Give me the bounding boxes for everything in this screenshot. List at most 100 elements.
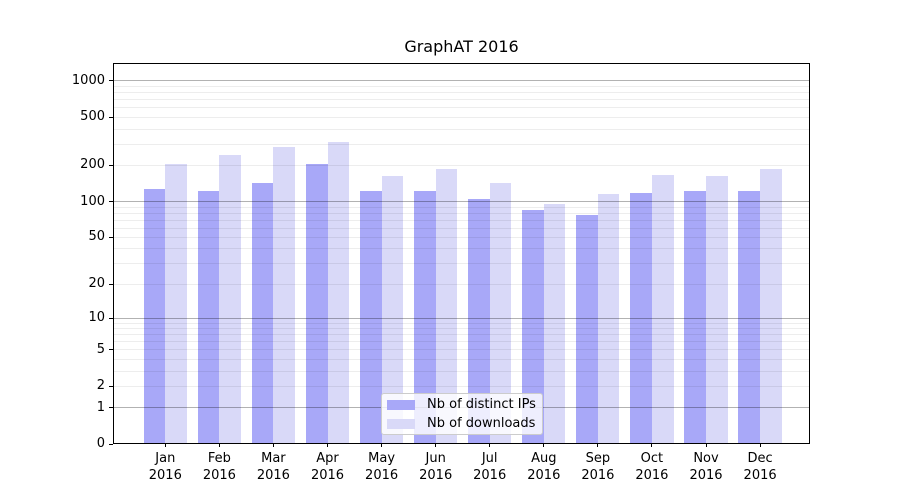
y-tick-label: 5 <box>96 341 105 357</box>
gridline-minor <box>114 334 809 336</box>
bar-downloads <box>706 176 728 443</box>
bar-downloads <box>597 193 620 443</box>
gridline-minor <box>114 227 809 229</box>
legend-label: Nb of distinct IPs <box>427 397 536 412</box>
x-tick-mark <box>489 443 491 447</box>
y-tick-label: 500 <box>80 109 105 125</box>
gridline-minor <box>114 349 809 351</box>
x-tick-label: Oct 2016 <box>635 451 669 483</box>
gridline-major <box>114 201 809 202</box>
gridline-minor <box>114 322 809 324</box>
y-tick-mark <box>109 317 113 319</box>
x-tick-label: Dec 2016 <box>743 451 777 483</box>
bar-ips <box>684 191 706 443</box>
x-tick-label: Aug 2016 <box>527 451 561 483</box>
gridline-minor <box>114 328 809 329</box>
y-tick-label: 10 <box>88 310 105 325</box>
legend-swatch-downloads <box>387 418 415 429</box>
y-tick-mark <box>109 201 113 202</box>
bar-downloads <box>219 155 241 443</box>
x-tick-label: Jan 2016 <box>148 451 182 483</box>
x-tick-label: Nov 2016 <box>689 451 723 483</box>
gridline-major <box>114 80 809 82</box>
x-tick-mark <box>381 443 383 447</box>
x-tick-mark <box>651 443 653 447</box>
x-tick-mark <box>759 443 761 447</box>
gridline-major <box>114 317 809 319</box>
bar-ips <box>522 210 544 443</box>
y-tick-mark <box>109 164 113 166</box>
gridline-minor <box>114 116 809 118</box>
y-tick-label: 1 <box>96 399 105 415</box>
x-tick-mark <box>164 443 166 447</box>
y-tick-label: 100 <box>80 193 105 209</box>
y-tick-mark <box>109 385 113 387</box>
bar-downloads <box>273 146 296 443</box>
gridline-minor <box>114 385 809 387</box>
y-tick-mark <box>109 283 113 285</box>
gridline-minor <box>114 143 809 145</box>
y-tick-label: 50 <box>88 229 105 245</box>
y-tick-label: 200 <box>80 157 105 173</box>
gridline-minor <box>114 212 809 214</box>
bar-downloads <box>165 164 187 443</box>
gridline-minor <box>114 341 809 343</box>
bar-ips <box>630 192 652 443</box>
bar-downloads <box>381 175 404 443</box>
bar-ips <box>197 191 220 443</box>
y-tick-mark <box>109 407 113 409</box>
x-tick-label: Mar 2016 <box>256 451 290 483</box>
gridline-minor <box>114 283 809 285</box>
gridline-minor <box>114 370 809 372</box>
gridline-minor <box>114 86 809 87</box>
x-tick-mark <box>327 443 328 447</box>
bar-ips <box>251 182 274 443</box>
x-tick-label: Sep 2016 <box>581 451 615 483</box>
bar-ips <box>359 191 382 443</box>
gridline-minor <box>114 164 809 166</box>
bar-ips <box>738 191 761 443</box>
bar-ips <box>305 164 328 443</box>
gridline-minor <box>114 107 809 109</box>
bar-downloads <box>327 141 350 443</box>
y-tick-label: 1000 <box>71 72 105 88</box>
bar-ips <box>143 188 166 443</box>
y-tick-mark <box>109 80 113 82</box>
x-tick-mark <box>272 443 274 447</box>
gridline-minor <box>114 236 809 238</box>
x-tick-mark <box>543 443 545 447</box>
legend-swatch-ips <box>387 399 415 410</box>
x-tick-label: Feb 2016 <box>202 451 236 483</box>
bar-ips <box>576 214 598 443</box>
gridline-minor <box>114 99 809 101</box>
x-tick-mark <box>435 443 437 447</box>
bar-downloads <box>489 183 512 443</box>
gridline-minor <box>114 92 809 94</box>
bar-ips <box>468 199 490 443</box>
gridline-minor <box>114 263 809 264</box>
gridline-minor <box>114 358 809 360</box>
legend-label: Nb of downloads <box>427 416 536 431</box>
x-tick-label: Jun 2016 <box>419 451 453 483</box>
gridline-minor <box>114 219 809 221</box>
y-tick-label: 0 <box>96 436 105 451</box>
legend-item: Nb of distinct IPs <box>387 397 542 412</box>
bar-downloads <box>435 168 458 443</box>
y-tick-mark <box>109 236 113 238</box>
y-tick-mark <box>109 349 113 351</box>
plot-area: Nb of distinct IPs Nb of downloads 1000 50… <box>72 63 810 483</box>
x-tick-mark <box>705 443 707 447</box>
bar-ips <box>414 191 436 443</box>
bar-downloads <box>760 169 782 443</box>
y-tick-mark <box>109 443 113 445</box>
gridline-minor <box>114 128 809 130</box>
x-tick-label: May 2016 <box>365 451 399 483</box>
legend: Nb of distinct IPs Nb of downloads <box>381 393 543 435</box>
y-tick-label: 2 <box>96 378 105 394</box>
x-tick-mark <box>218 443 220 447</box>
legend-item: Nb of downloads <box>387 416 542 431</box>
bar-downloads <box>651 174 674 443</box>
x-tick-mark <box>597 443 599 447</box>
chart-title: GraphAT 2016 <box>404 37 519 56</box>
